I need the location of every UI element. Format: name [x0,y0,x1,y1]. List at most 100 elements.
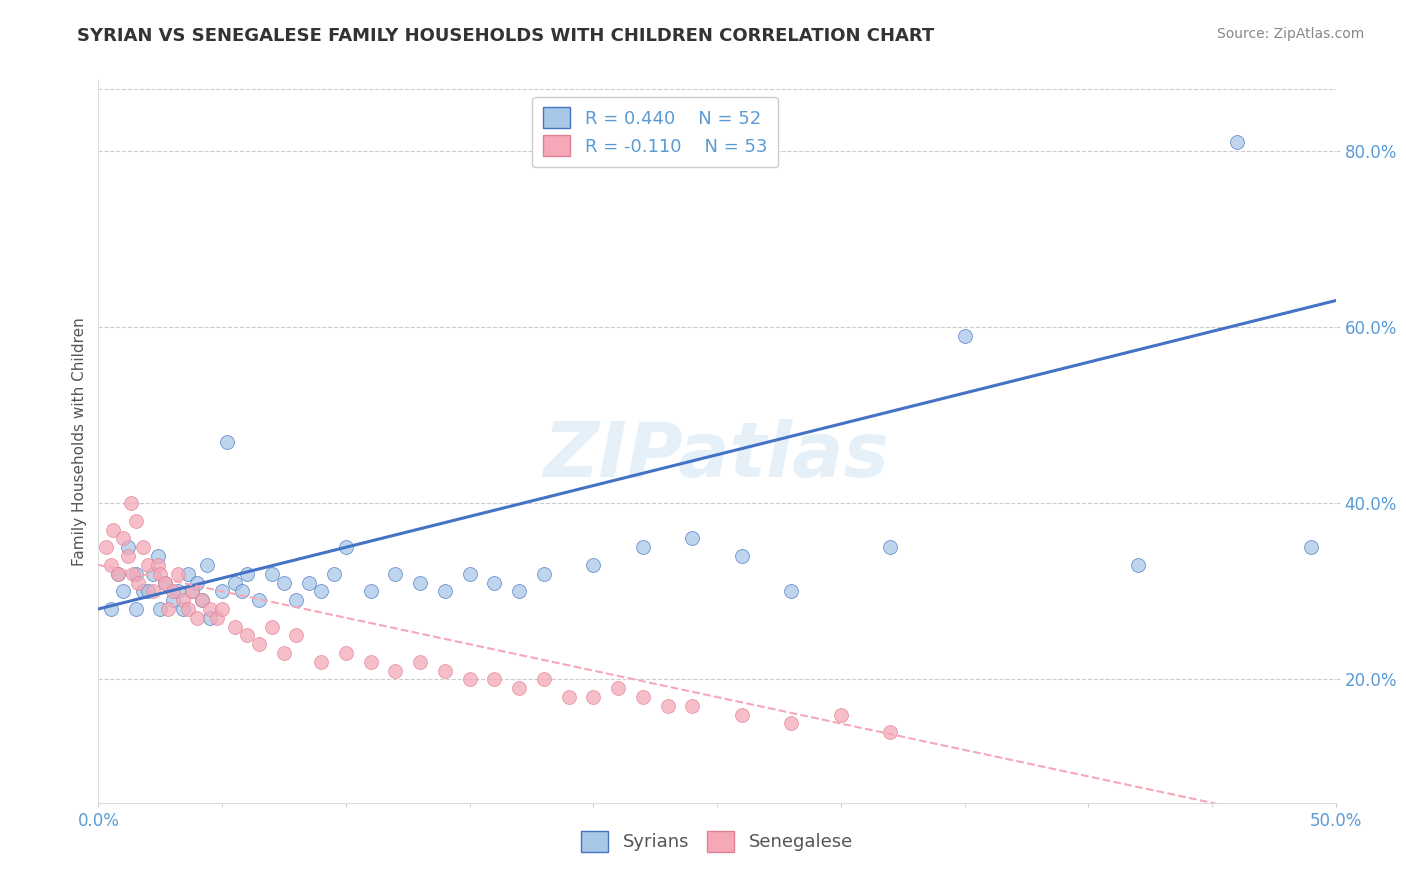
Point [124,566,146,581]
Point [1299,541,1322,555]
Point [149,602,172,616]
Point [260,566,283,581]
Point [191,593,214,607]
Point [224,619,246,633]
Point [198,611,221,625]
Point [508,584,530,599]
Point [236,628,259,642]
Point [409,575,432,590]
Point [211,602,233,616]
Point [335,541,357,555]
Point [117,549,139,563]
Point [205,611,228,625]
Point [631,541,654,555]
Point [136,558,159,572]
Point [458,673,481,687]
Point [322,566,344,581]
Point [533,566,555,581]
Point [107,566,129,581]
Point [94,541,117,555]
Point [273,646,295,660]
Point [484,673,506,687]
Point [247,637,270,651]
Point [142,566,165,581]
Point [433,584,456,599]
Point [260,619,283,633]
Point [172,593,194,607]
Point [1226,135,1249,149]
Point [657,698,679,713]
Point [879,541,901,555]
Point [162,584,184,599]
Point [247,593,270,607]
Point [127,575,149,590]
Point [384,664,406,678]
Point [309,584,332,599]
Point [231,584,253,599]
Point [224,575,246,590]
Point [112,584,135,599]
Point [557,690,579,704]
Point [107,566,129,581]
Point [198,602,221,616]
Point [132,584,155,599]
Point [433,664,456,678]
Point [533,673,555,687]
Text: SYRIAN VS SENEGALESE FAMILY HOUSEHOLDS WITH CHILDREN CORRELATION CHART: SYRIAN VS SENEGALESE FAMILY HOUSEHOLDS W… [77,27,935,45]
Point [236,566,259,581]
Point [172,602,194,616]
Point [409,655,432,669]
Point [211,584,233,599]
Point [191,593,214,607]
Point [681,698,703,713]
Point [146,549,169,563]
Point [100,602,122,616]
Point [156,602,179,616]
Point [780,584,803,599]
Point [155,575,177,590]
Point [298,575,321,590]
Point [103,523,125,537]
Text: ZIPatlas: ZIPatlas [544,419,890,493]
Point [484,575,506,590]
Point [217,434,239,449]
Point [136,584,159,599]
Point [458,566,481,581]
Point [195,558,218,572]
Point [360,655,382,669]
Point [879,725,901,739]
Point [953,328,976,343]
Point [120,496,142,510]
Point [731,707,754,722]
Point [631,690,654,704]
Point [176,602,198,616]
Point [181,584,204,599]
Point [1126,558,1149,572]
Point [186,575,208,590]
Point [830,707,852,722]
Point [124,514,146,528]
Point [335,646,357,660]
Point [780,716,803,731]
Point [384,566,406,581]
Point [100,558,122,572]
Text: Source: ZipAtlas.com: Source: ZipAtlas.com [1216,27,1364,41]
Point [166,566,188,581]
Point [166,584,188,599]
Point [146,558,169,572]
Point [186,611,208,625]
Point [508,681,530,696]
Point [132,541,155,555]
Point [285,593,308,607]
Point [582,690,605,704]
Point [360,584,382,599]
Point [681,532,703,546]
Point [285,628,308,642]
Point [162,593,184,607]
Y-axis label: Family Households with Children: Family Households with Children [72,318,87,566]
Legend: Syrians, Senegalese: Syrians, Senegalese [574,823,860,859]
Point [155,575,177,590]
Point [273,575,295,590]
Point [731,549,754,563]
Point [149,566,172,581]
